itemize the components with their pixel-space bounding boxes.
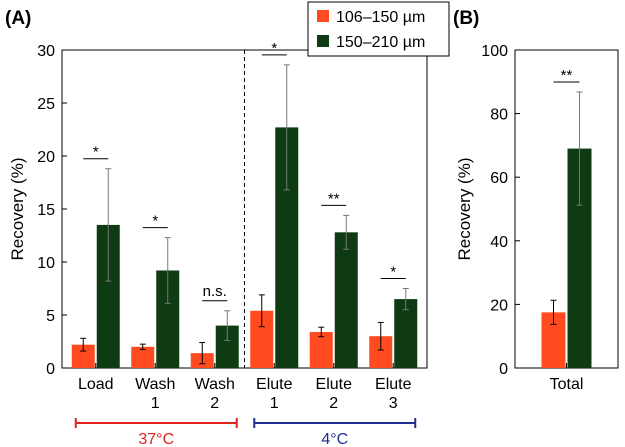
bar-series-b: [96, 224, 120, 368]
y-tick-label: 5: [46, 308, 55, 325]
x-tick-label: Elute: [316, 376, 353, 393]
bar-series-b: [334, 232, 358, 368]
y-tick-label: 10: [37, 255, 55, 272]
panel-label: (B): [453, 8, 479, 29]
y-axis-label: Recovery (%): [455, 158, 474, 261]
y-axis-label: Recovery (%): [8, 158, 27, 261]
x-tick-label: Elute: [375, 376, 412, 393]
legend-entry: 150–210 µm: [336, 34, 425, 51]
y-tick-label: 30: [37, 43, 55, 60]
y-tick-label: 20: [37, 149, 55, 166]
panel-b: (B) Recovery (%) 0 20 40 60 80 100 Total **: [453, 8, 619, 393]
bar-series-a: [369, 336, 393, 368]
significance-label: **: [561, 67, 573, 84]
y-tick-label: 40: [490, 234, 508, 251]
bar-series-b: [215, 325, 239, 368]
x-tick-sublabel: 1: [151, 395, 160, 412]
temperature-label: 37°C: [138, 431, 174, 447]
y-tick-label: 15: [37, 202, 55, 219]
x-tick-sublabel: 2: [329, 395, 338, 412]
x-tick-sublabel: 2: [210, 395, 219, 412]
bar-series-b: [275, 127, 299, 368]
y-tick-label: 60: [490, 170, 508, 187]
legend-entry: 106–150 µm: [336, 9, 425, 26]
bar-series-a: [131, 346, 155, 368]
significance-label: *: [93, 144, 99, 161]
legend-box: [307, 1, 450, 57]
bar-series-a: [71, 344, 95, 368]
significance-label: n.s.: [203, 283, 227, 300]
y-tick-label: 25: [37, 96, 55, 113]
x-tick-label: Wash: [135, 376, 175, 393]
panel-label: (A): [5, 8, 31, 29]
significance-label: **: [328, 190, 340, 207]
x-tick-sublabel: 3: [389, 395, 398, 412]
bar-series-a: [309, 331, 333, 368]
x-tick-label: Wash: [195, 376, 235, 393]
legend: 106–150 µm 150–210 µm: [307, 1, 450, 57]
legend-swatch: [317, 10, 329, 22]
y-tick-label: 0: [46, 361, 55, 378]
y-tick-label: 0: [499, 361, 508, 378]
y-tick-label: 100: [481, 43, 508, 60]
x-tick-label: Elute: [256, 376, 293, 393]
temperature-label: 4°C: [321, 431, 348, 447]
x-tick-label: Total: [550, 376, 584, 393]
y-tick-label: 80: [490, 107, 508, 124]
panel-a: (A) Recovery (%) 0 5 10 15 20 25 30 Load * Wash 1 * Wa…: [5, 1, 450, 447]
bar-series-b: [394, 299, 418, 368]
significance-label: *: [152, 213, 158, 230]
legend-swatch: [317, 35, 329, 47]
x-tick-label: Load: [78, 376, 114, 393]
significance-label: *: [390, 264, 396, 281]
plot-frame: [514, 49, 619, 369]
bar-series-b: [156, 270, 180, 368]
x-tick-sublabel: 1: [270, 395, 279, 412]
significance-label: *: [271, 40, 277, 57]
bar-series-a: [250, 310, 274, 368]
y-tick-label: 20: [490, 297, 508, 314]
